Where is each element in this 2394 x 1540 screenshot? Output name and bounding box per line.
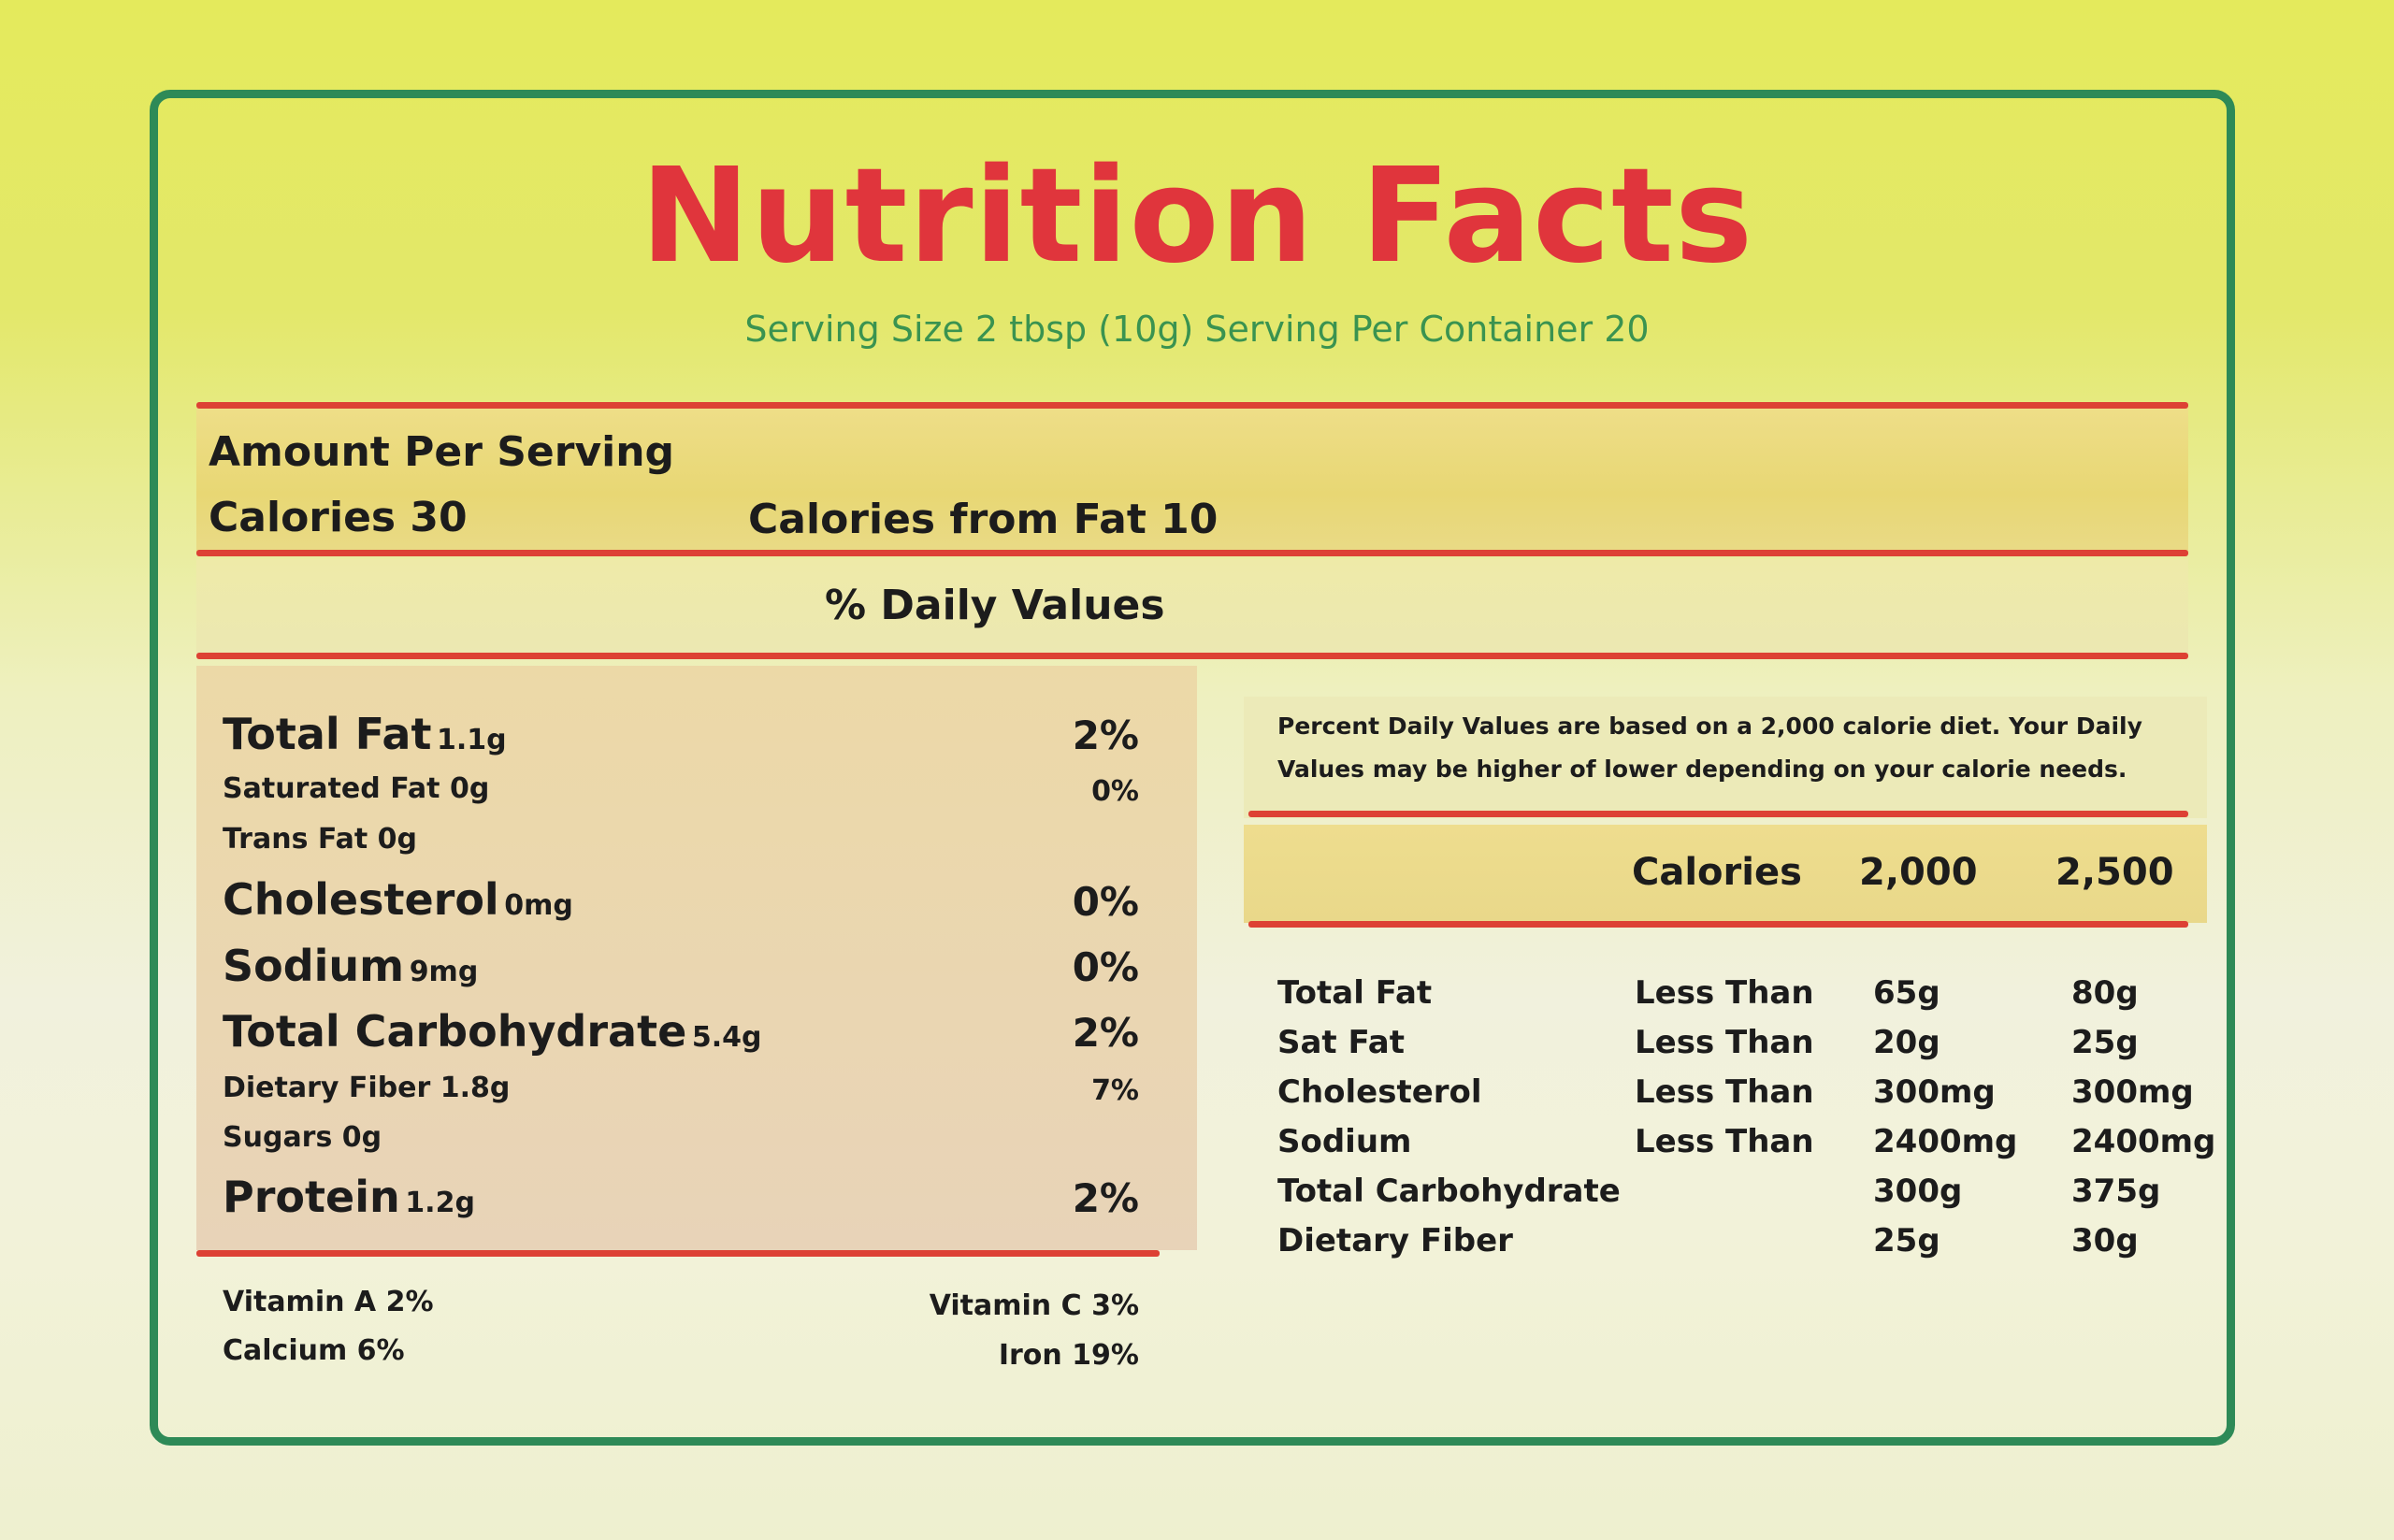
table-cell: Total Carbohydrate [1277,1173,1621,1210]
rule-top [196,402,2188,409]
footnote-line: Percent Daily Values are based on a 2,00… [1277,712,2142,740]
table-cell: Less Than [1635,1123,1814,1160]
rule-calorie-header [1248,921,2188,928]
iron: Iron 19% [998,1339,1139,1372]
amount-band [196,408,2188,552]
table-cell: 300mg [2071,1073,2194,1111]
nutrient-dv: 0% [1072,879,1139,925]
vitamin-a: Vitamin A 2% [223,1286,434,1318]
table-cell: 25g [2071,1024,2139,1061]
daily-values-header: % Daily Values [825,582,1165,629]
table-cell: 300mg [1873,1073,1996,1111]
nutrient-row: Sodium 9mg [223,941,479,991]
table-cell: Total Fat [1277,974,1433,1012]
nutrient-dv: 2% [1072,712,1139,758]
table-cell: 65g [1873,974,1940,1012]
rule-calories [196,550,2188,556]
table-cell: Less Than [1635,974,1814,1012]
nutrient-dv: 2% [1072,1010,1139,1056]
amount-per-serving: Amount Per Serving [209,428,675,476]
table-cell: 25g [1873,1222,1940,1259]
nutrient-row: Total Fat 1.1g [223,709,507,759]
table-cell: Less Than [1635,1024,1814,1061]
rule-nutrients-bottom [196,1250,1160,1257]
nutrient-row: Trans Fat 0g [223,823,417,856]
calcium: Calcium 6% [223,1334,405,1367]
table-cell: Cholesterol [1277,1073,1482,1111]
table-cell: 30g [2071,1222,2139,1259]
table-cell: Sodium [1277,1123,1412,1160]
table-cell: 375g [2071,1173,2161,1210]
table-header: Calories [1632,851,1802,894]
label-title: Nutrition Facts [640,140,1754,293]
table-cell: 80g [2071,974,2139,1012]
table-cell: 2400mg [2071,1123,2216,1160]
footnote-band [1244,697,2207,818]
nutrients-band [196,666,1197,1250]
calorie-header-band [1244,825,2207,923]
table-cell: 20g [1873,1024,1940,1061]
serving-size: Serving Size 2 tbsp (10g) Serving Per Co… [744,309,1650,350]
vitamin-c: Vitamin C 3% [929,1289,1139,1322]
nutrient-dv: 0% [1072,944,1139,990]
nutrient-dv: 2% [1072,1175,1139,1221]
table-cell: Less Than [1635,1073,1814,1111]
table-cell: 2400mg [1873,1123,2018,1160]
nutrient-row: Sugars 0g [223,1121,382,1154]
nutrient-dv: 0% [1091,775,1139,808]
rule-daily-values [196,653,2188,659]
nutrient-row: Total Carbohydrate 5.4g [223,1006,762,1057]
table-cell: Sat Fat [1277,1024,1405,1061]
table-header: 2,500 [2055,851,2174,894]
label-border [150,90,2235,1446]
table-cell: 300g [1873,1173,1963,1210]
nutrient-dv: 7% [1091,1074,1139,1107]
nutrient-row: Dietary Fiber 1.8g [223,1072,511,1104]
table-header: 2,000 [1859,851,1978,894]
calories: Calories 30 [209,494,468,541]
rule-footnote [1248,811,2188,817]
nutrient-row: Protein 1.2g [223,1172,475,1222]
daily-values-band [196,559,2188,655]
footnote-line: Values may be higher of lower depending … [1277,756,2127,783]
nutrient-row: Saturated Fat 0g [223,772,490,805]
calories-from-fat: Calories from Fat 10 [748,496,1219,543]
nutrient-row: Cholesterol 0mg [223,874,573,925]
table-cell: Dietary Fiber [1277,1222,1513,1259]
